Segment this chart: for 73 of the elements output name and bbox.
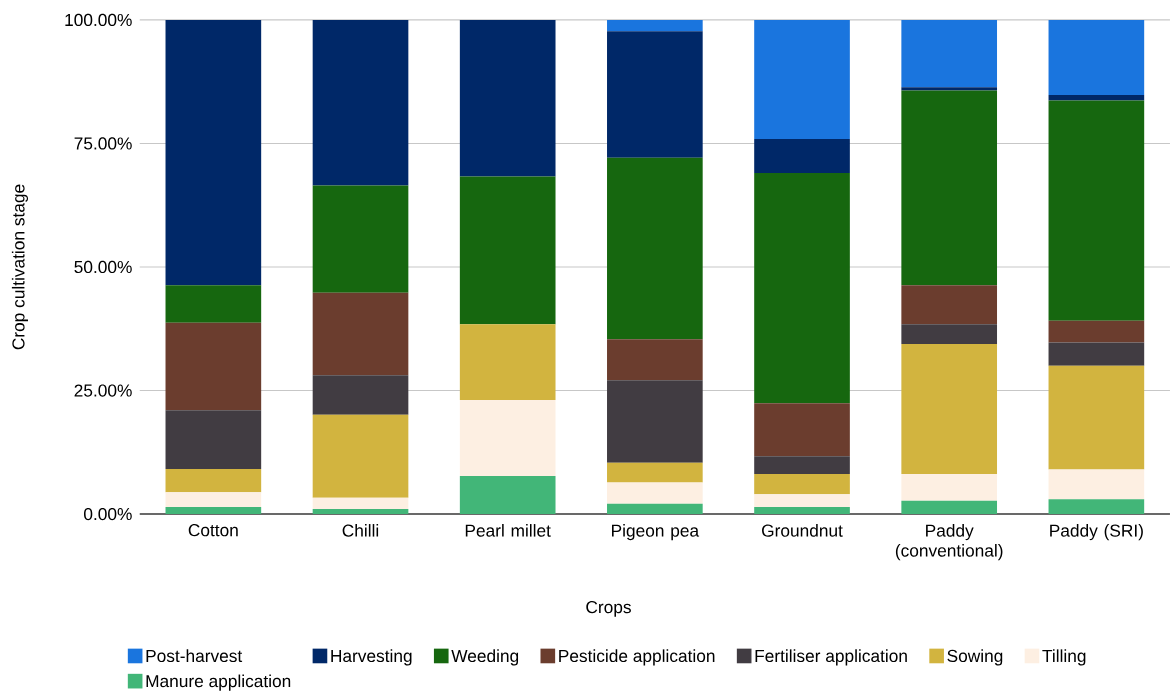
- bar: [165, 410, 262, 470]
- bar: [901, 344, 998, 475]
- bar: [312, 375, 409, 415]
- bar: [165, 20, 262, 286]
- x-axis-title: Crops: [586, 601, 631, 617]
- bar: [459, 400, 556, 477]
- x-tick-label: Pigeon pea: [612, 524, 700, 541]
- bar: [754, 20, 850, 140]
- bar: [754, 403, 850, 457]
- legend-label: Weeding: [451, 649, 519, 666]
- bar: [165, 322, 262, 411]
- bar: [459, 324, 556, 401]
- bar: [901, 500, 998, 515]
- bar: [312, 185, 409, 293]
- y-tick-label: 0.00%: [84, 508, 132, 521]
- bar: [1048, 95, 1145, 101]
- bar: [754, 456, 850, 475]
- bar: [1048, 365, 1145, 470]
- bar: [312, 292, 409, 376]
- bar: [901, 324, 998, 345]
- bar: [754, 494, 850, 508]
- legend-label: Fertiliser application: [755, 649, 907, 666]
- legend-label: Harvesting: [331, 649, 412, 666]
- bar: [165, 492, 262, 508]
- x-tick-label: Paddy (conventional): [895, 524, 1003, 561]
- bar: [901, 285, 998, 325]
- y-tick-label: 75.00%: [74, 137, 132, 150]
- bar: [901, 20, 998, 88]
- bar: [1048, 499, 1145, 515]
- legend-label: Tilling: [1042, 649, 1086, 666]
- legend-label: Sowing: [947, 649, 1003, 666]
- bar: [607, 482, 703, 504]
- y-tick-label: 50.00%: [74, 260, 132, 274]
- legend-label: Post-harvest: [146, 649, 243, 663]
- bar: [165, 469, 262, 493]
- bar: [459, 176, 556, 325]
- bar: [312, 497, 409, 510]
- bar: [165, 507, 262, 515]
- bar: [901, 90, 998, 286]
- legend-label: Manure application: [146, 674, 291, 691]
- y-tick-label: 25.00%: [74, 384, 132, 397]
- x-tick-label: Groundnut: [762, 524, 843, 537]
- bar: [312, 509, 409, 515]
- x-tick-label: Cotton: [188, 524, 238, 537]
- bar: [312, 20, 409, 186]
- bar: [607, 339, 703, 381]
- bar: [1048, 469, 1145, 500]
- x-tick-label: Chilli: [342, 524, 379, 537]
- y-tick-label: 100.00%: [65, 13, 132, 27]
- bar: [459, 20, 556, 177]
- bar: [607, 503, 703, 515]
- y-axis-title: Crop cultivation stage: [11, 184, 29, 350]
- bar: [754, 507, 850, 515]
- bar: [754, 139, 850, 174]
- bar: [312, 414, 409, 498]
- x-tick-label: Pearl millet: [465, 524, 551, 537]
- bar: [607, 157, 703, 340]
- bar: [901, 87, 998, 91]
- bar: [901, 474, 998, 501]
- bar: [1048, 320, 1145, 343]
- bar: [754, 474, 850, 495]
- bar: [1048, 100, 1145, 321]
- bar: [165, 285, 262, 323]
- bar: [1048, 342, 1145, 366]
- bar: [607, 31, 703, 158]
- bar: [607, 462, 703, 483]
- bar: [607, 20, 703, 32]
- legend-label: Pesticide application: [559, 649, 715, 666]
- bar: [754, 173, 850, 404]
- bar: [1048, 20, 1145, 96]
- x-tick-label: Paddy (SRI): [1050, 524, 1143, 541]
- bar: [459, 476, 556, 515]
- bar: [607, 380, 703, 463]
